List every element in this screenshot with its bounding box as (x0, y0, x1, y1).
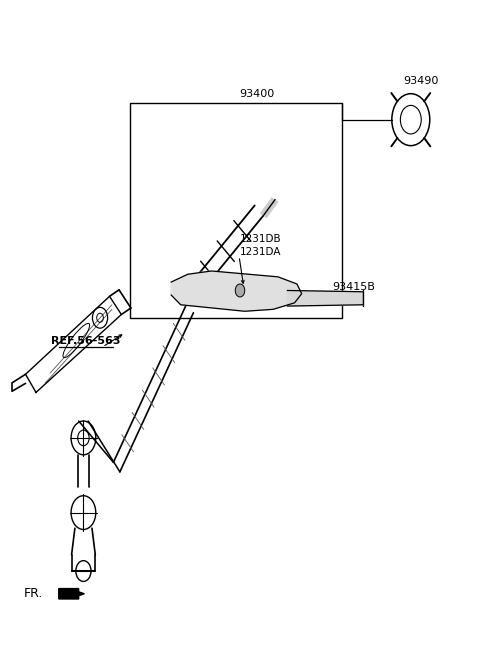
Text: FR.: FR. (24, 588, 44, 600)
Text: 93415B: 93415B (333, 282, 375, 291)
Bar (130, 103, 342, 318)
Polygon shape (25, 296, 121, 392)
Polygon shape (59, 589, 84, 599)
Text: 93400: 93400 (239, 89, 274, 99)
Polygon shape (288, 290, 363, 306)
Circle shape (235, 284, 245, 297)
Text: 1231DB: 1231DB (240, 234, 282, 244)
Text: 1231DA: 1231DA (240, 247, 281, 257)
Text: REF.56-563: REF.56-563 (51, 335, 120, 346)
Polygon shape (171, 271, 301, 311)
Text: 93490: 93490 (404, 76, 439, 86)
